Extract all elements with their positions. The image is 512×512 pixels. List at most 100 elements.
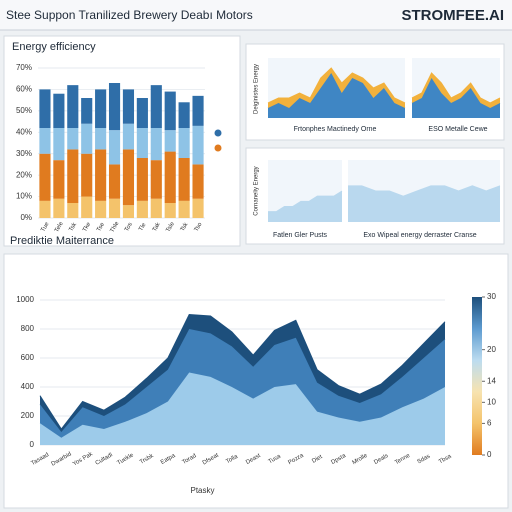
colorbar-label: 14 (487, 376, 496, 385)
x-tick-label: Tele (54, 220, 65, 233)
y-tick-label: 1000 (16, 295, 34, 304)
bar-segment (108, 198, 121, 218)
colorbar-label: 6 (487, 419, 492, 428)
area-edge (267, 67, 406, 104)
bar-segment (67, 128, 79, 150)
header-title: Stee Suppon Tranilized Brewery Deabı Mot… (6, 8, 253, 22)
y-tick-label: 20% (16, 170, 32, 179)
y-tick-label: 60% (16, 85, 32, 94)
bar-segment (150, 160, 162, 199)
bar-segment (164, 91, 176, 131)
bar-segment (122, 89, 135, 124)
area-fill (412, 73, 500, 108)
x-tick-label: Tsle (165, 221, 176, 234)
bar-segment (192, 95, 204, 126)
bar-segment (95, 149, 107, 201)
area-edge (411, 72, 501, 104)
bar-segment (122, 205, 135, 218)
bar-segment (122, 149, 135, 206)
bar-segment (108, 164, 121, 199)
x-tick-label: Tso (194, 221, 204, 233)
y-tick-label: 30% (16, 149, 32, 158)
chart-title: Fatlen Gler Pusts (273, 232, 328, 239)
bar-segment (178, 158, 190, 201)
x-tick-label: Tos (124, 222, 134, 233)
bar-segment (192, 198, 204, 218)
bar-segment (122, 123, 135, 150)
bar-segment (67, 85, 79, 128)
x-tick-label: Tsk (180, 221, 190, 233)
bar-segment (39, 200, 51, 218)
bar-segment (192, 164, 204, 199)
chart-title: Prediktie Maiterrance (10, 235, 114, 247)
bar-segment (178, 200, 190, 218)
area-fill (40, 372, 445, 445)
bar-segment (81, 196, 93, 218)
legend-dot (214, 129, 222, 137)
bar-segment (136, 128, 148, 158)
bar-segment (53, 93, 65, 128)
chart-title: ESO Metalle Cewe (428, 126, 487, 133)
bar-segment (95, 200, 107, 218)
bar-segment (81, 123, 93, 154)
colorbar (472, 297, 482, 455)
bar-segment (39, 128, 51, 154)
bar-segment (53, 198, 65, 218)
bar-segment (108, 130, 121, 165)
bar-segment (81, 98, 93, 124)
bar-segment (39, 153, 51, 201)
legend-dot (214, 144, 222, 152)
area-fill (412, 78, 500, 118)
colorbar-label: 20 (487, 345, 496, 354)
bar-segment (67, 149, 79, 203)
y-tick-label: 600 (21, 353, 35, 362)
x-tick-label: Tse (96, 221, 106, 233)
x-tick-label: Diet (311, 454, 324, 465)
y-tick-label: 0% (20, 213, 32, 222)
colorbar-label: 0 (487, 450, 492, 459)
bar-segment (192, 125, 204, 165)
bar-segment (39, 89, 51, 128)
bar-segment (53, 128, 65, 161)
area-edge (39, 313, 446, 430)
y-tick-label: 800 (21, 324, 35, 333)
bar-segment (95, 128, 107, 150)
x-tick-label: Tsk (68, 221, 78, 233)
bar-segment (136, 158, 148, 201)
bar-segment (67, 203, 79, 218)
x-tick-label: Tue (40, 221, 51, 233)
y-axis-label: Deiginistes Energy (254, 64, 260, 114)
y-tick-label: 10% (16, 192, 32, 201)
bar-segment (136, 200, 148, 218)
chart-title: Frtonphes Mactinedy Orne (294, 126, 377, 133)
header-bar (0, 0, 512, 30)
colorbar-label: 30 (487, 292, 496, 301)
bar-segment (150, 198, 162, 218)
colorbar-label: 10 (487, 397, 496, 406)
y-tick-label: 40% (16, 127, 32, 136)
x-tick-label: Tolla (225, 453, 239, 465)
area-fill (268, 68, 405, 108)
chart-title: Exo Wipeal energy derraster Cranse (363, 232, 476, 239)
y-tick-label: 0 (30, 440, 35, 449)
y-tick-label: 70% (16, 63, 32, 72)
bar-segment (95, 89, 107, 128)
bar-segment (150, 85, 162, 128)
y-axis-label: Cornaneliy Energy (254, 166, 260, 215)
area-fill (40, 329, 445, 438)
x-tick-label: Thle (110, 220, 121, 234)
area-edge (348, 185, 501, 197)
bar-segment (164, 203, 176, 218)
y-tick-label: 400 (21, 382, 35, 391)
bar-segment (108, 83, 121, 131)
x-tick-label: Tle (138, 222, 148, 233)
brand: STROMFEE.AI (401, 7, 504, 24)
x-tick-label: Tke (82, 221, 93, 233)
area-edge (268, 190, 343, 213)
x-tick-label: Tak (152, 221, 162, 233)
bar-segment (178, 102, 190, 128)
bar-segment (164, 130, 176, 152)
bar-segment (178, 128, 190, 158)
